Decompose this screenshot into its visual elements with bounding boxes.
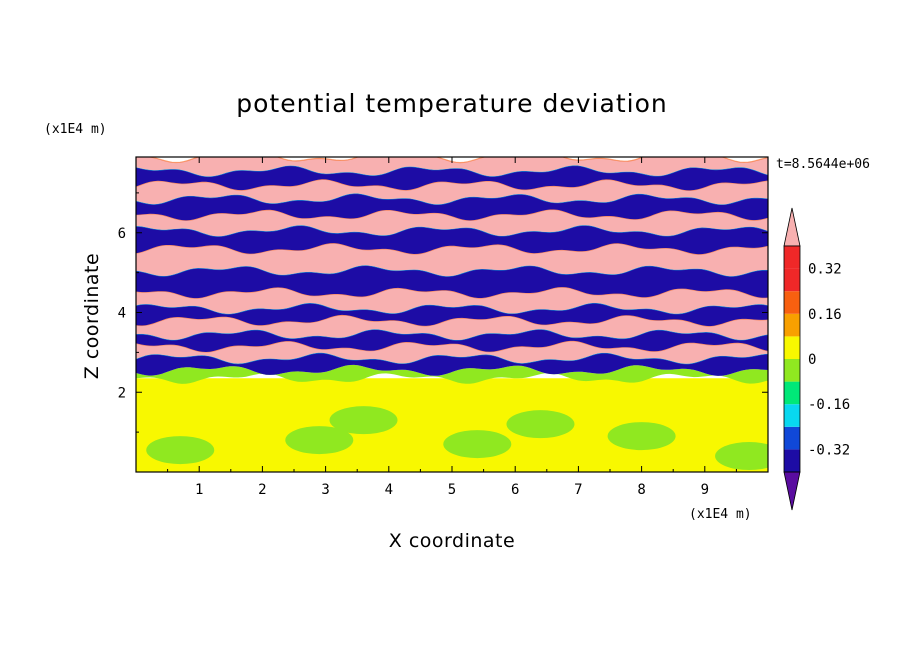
contour-layer bbox=[136, 165, 768, 191]
colorbar-bin bbox=[784, 381, 800, 405]
contour-layer bbox=[136, 287, 768, 314]
contour-patch bbox=[285, 426, 354, 455]
x-tick-label: 8 bbox=[637, 482, 645, 498]
contour-layer bbox=[136, 243, 768, 277]
y-unit-label: (x1E4 m) bbox=[44, 122, 107, 137]
contour-patch bbox=[329, 406, 398, 435]
contour-layer bbox=[136, 157, 768, 177]
colorbar-tick-label: 0 bbox=[808, 352, 816, 368]
contour-layer bbox=[136, 193, 768, 221]
contour-layer bbox=[136, 352, 768, 376]
y-tick-label: 4 bbox=[118, 306, 126, 322]
colorbar-frame bbox=[783, 245, 801, 473]
x-tick-label: 2 bbox=[258, 482, 266, 498]
x-tick-label: 6 bbox=[511, 482, 519, 498]
x-tick-label: 4 bbox=[385, 482, 393, 498]
colorbar-bin bbox=[784, 246, 800, 269]
contour-layer bbox=[136, 329, 768, 352]
colorbar-bin bbox=[784, 268, 800, 292]
colorbar-bin bbox=[784, 449, 800, 472]
y-tick-label: 6 bbox=[118, 226, 126, 242]
colorbar-tick-label: -0.16 bbox=[808, 397, 850, 413]
colorbar-tick-label: -0.32 bbox=[808, 442, 850, 458]
x-unit-label: (x1E4 m) bbox=[689, 507, 752, 522]
colorbar-bin bbox=[784, 359, 800, 382]
contour-layer bbox=[136, 340, 768, 364]
colorbar-bin bbox=[784, 313, 800, 337]
colorbar-extend-high bbox=[783, 207, 801, 247]
colorbar-tick-label: 0.16 bbox=[808, 307, 842, 323]
contour-layer bbox=[136, 302, 768, 327]
x-tick-label: 7 bbox=[574, 482, 582, 498]
x-ticks: 1 2 3 4 5 6 7 8 9 bbox=[167, 157, 737, 498]
y-axis-label: Z coordinate bbox=[81, 253, 103, 379]
contour-layer bbox=[136, 179, 768, 205]
x-tick-label: 9 bbox=[701, 482, 709, 498]
x-tick-label: 3 bbox=[321, 482, 329, 498]
contour-layer bbox=[136, 314, 768, 340]
x-axis-label: X coordinate bbox=[389, 530, 515, 552]
y-tick-label: 2 bbox=[118, 385, 126, 401]
y-ticks: 2 4 6 bbox=[118, 192, 768, 433]
colorbar-bin bbox=[784, 291, 800, 314]
colorbar-bin bbox=[784, 404, 800, 427]
chart-title: potential temperature deviation bbox=[236, 89, 667, 118]
contour-layer bbox=[136, 225, 768, 255]
time-label: t=8.5644e+06 bbox=[776, 157, 870, 172]
colorbar-bin bbox=[784, 336, 800, 359]
contour-layer bbox=[136, 364, 768, 384]
x-tick-label: 1 bbox=[195, 482, 203, 498]
x-tick-label: 5 bbox=[448, 482, 456, 498]
colorbar: 0.32 0.16 0 -0.16 -0.32 bbox=[783, 207, 850, 511]
contour-layer bbox=[136, 265, 768, 299]
colorbar-tick-label: 0.32 bbox=[808, 262, 842, 278]
colorbar-bin bbox=[784, 426, 800, 450]
contour-patch bbox=[506, 410, 575, 439]
contour-patch bbox=[607, 422, 676, 451]
contour-fringe bbox=[136, 157, 768, 164]
contour-field bbox=[136, 157, 768, 472]
contour-patch bbox=[715, 442, 768, 471]
colorbar-extend-low bbox=[783, 471, 801, 511]
contour-patch bbox=[443, 430, 512, 459]
contour-patch bbox=[146, 436, 215, 465]
contour-layer bbox=[136, 378, 768, 472]
